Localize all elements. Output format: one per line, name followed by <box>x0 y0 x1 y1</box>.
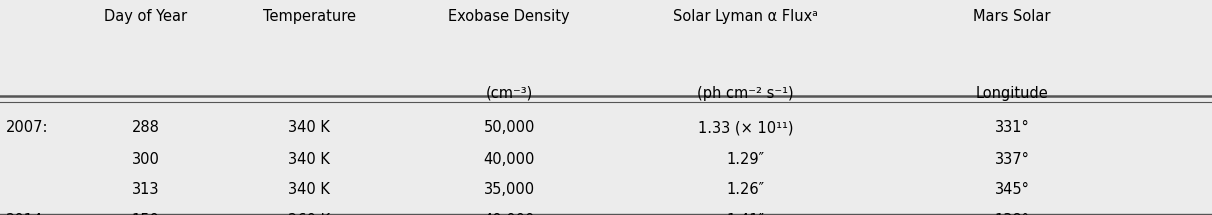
Text: 313: 313 <box>132 182 159 197</box>
Text: 260 K: 260 K <box>288 213 330 215</box>
Text: Mars Solar: Mars Solar <box>973 9 1051 24</box>
Text: 40,000: 40,000 <box>484 213 534 215</box>
Text: Solar Lyman α Fluxᵃ: Solar Lyman α Fluxᵃ <box>673 9 818 24</box>
Text: 340 K: 340 K <box>288 120 330 135</box>
Text: 288: 288 <box>132 120 159 135</box>
Text: 138°: 138° <box>995 213 1029 215</box>
Text: 345°: 345° <box>995 182 1029 197</box>
Text: (ph cm⁻² s⁻¹): (ph cm⁻² s⁻¹) <box>697 86 794 101</box>
Text: 340 K: 340 K <box>288 152 330 167</box>
Text: 2014:: 2014: <box>6 213 48 215</box>
Text: 50,000: 50,000 <box>484 120 534 135</box>
Text: Temperature: Temperature <box>263 9 355 24</box>
Text: 2007:: 2007: <box>6 120 48 135</box>
Text: 1.26″: 1.26″ <box>726 182 765 197</box>
Text: 337°: 337° <box>995 152 1029 167</box>
Text: Longitude: Longitude <box>976 86 1048 101</box>
Text: 340 K: 340 K <box>288 182 330 197</box>
Text: 1.29″: 1.29″ <box>726 152 765 167</box>
Text: Day of Year: Day of Year <box>104 9 187 24</box>
Text: Exobase Density: Exobase Density <box>448 9 570 24</box>
Text: 331°: 331° <box>995 120 1029 135</box>
Text: 1.41″: 1.41″ <box>726 213 765 215</box>
Text: 150: 150 <box>132 213 159 215</box>
Text: 40,000: 40,000 <box>484 152 534 167</box>
Text: (cm⁻³): (cm⁻³) <box>486 86 532 101</box>
Text: 1.33 (× 10¹¹): 1.33 (× 10¹¹) <box>698 120 793 135</box>
Text: 300: 300 <box>132 152 159 167</box>
Text: 35,000: 35,000 <box>484 182 534 197</box>
